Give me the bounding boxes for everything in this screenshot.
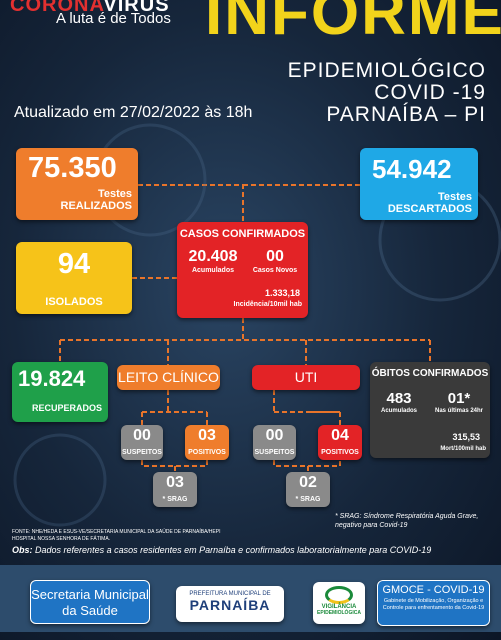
label: RECUPERADOS — [31, 403, 102, 413]
line: PARNAÍBA — [189, 597, 271, 613]
label: * SRAG — [295, 496, 321, 503]
obs: Obs: Dados referentes a casos residentes… — [12, 545, 431, 555]
icu-header: UTI — [252, 365, 360, 390]
obs-text: Dados referentes a casos residentes em P… — [35, 545, 432, 555]
subtitle-line: PARNAÍBA – PI — [326, 103, 486, 126]
label: Acumulados — [191, 267, 234, 274]
updated: Atualizado em 27/02/2022 às 18h — [14, 104, 253, 121]
ward-positive: 03 POSITIVOS — [185, 425, 229, 460]
label-line: Testes — [97, 188, 132, 200]
recovered-card: 19.824 RECUPERADOS — [12, 362, 108, 422]
logo: CORONAVIRUS — [10, 0, 170, 17]
value: 1.333,18 — [264, 288, 300, 298]
value: 00 — [265, 427, 284, 444]
label-line: DESCARTADOS — [387, 203, 472, 215]
label-line: REALIZADOS — [60, 200, 133, 212]
value: 03 — [198, 427, 216, 444]
label-line: Testes — [437, 191, 472, 203]
label: ISOLADOS — [45, 296, 103, 308]
obs-label: Obs: — [12, 545, 33, 555]
icu-positive: 04 POSITIVOS — [318, 425, 362, 460]
isolated-card: 94 ISOLADOS — [16, 242, 132, 314]
vigilancia-logo: VIGILÂNCIA EPIDEMIOLÓGICA — [313, 582, 365, 624]
ward-suspect: 00 SUSPEITOS — [121, 425, 163, 460]
ward-srag: 03 * SRAG — [153, 472, 197, 507]
line: GMOCE - COVID-19 — [382, 584, 485, 596]
heading: ÓBITOS CONFIRMADOS — [371, 368, 489, 379]
logo-part: CORONA — [10, 0, 104, 16]
subtitle-line: COVID -19 — [374, 81, 486, 104]
gmoce: GMOCE - COVID-19 Gabinete de Mobilização,… — [377, 580, 490, 626]
slogan: A luta é de Todos — [56, 10, 171, 27]
line: Gabinete de Mobilização, Organização e C… — [382, 598, 485, 611]
icu-srag: 02 * SRAG — [286, 472, 330, 507]
icu-suspect: 00 SUSPEITOS — [253, 425, 296, 460]
label: Acumulados — [380, 408, 417, 414]
value: 315,53 — [452, 432, 480, 442]
srag-note: * SRAG: Síndrome Respiratória Aguda Grav… — [335, 513, 479, 529]
prefeitura-logo: PREFEITURA MUNICIPAL DE PARNAÍBA — [176, 586, 284, 622]
logo-part: VIRUS — [103, 0, 170, 16]
label: Mort/100mil hab — [440, 446, 486, 452]
label: POSITIVOS — [321, 449, 359, 456]
value: 54.942 — [372, 154, 452, 184]
label: Nas últimas 24hr — [434, 408, 484, 414]
deaths-card: ÓBITOS CONFIRMADOS 483 Acumulados 01* Na… — [370, 362, 490, 458]
value: 01* — [447, 390, 471, 407]
value: 94 — [57, 248, 91, 280]
heading: CASOS CONFIRMADOS — [179, 228, 306, 240]
value: 02 — [299, 474, 317, 491]
label: Testes REALIZADOS — [61, 188, 133, 212]
line: EPIDEMIOLÓGICA — [317, 610, 361, 616]
value: 04 — [331, 427, 349, 444]
secretaria: Secretaria Municipal da Saúde — [30, 580, 150, 624]
subtitle-line: EPIDEMIOLÓGICO — [287, 59, 486, 82]
label: Testes DESCARTADOS — [388, 191, 472, 215]
label: POSITIVOS — [188, 449, 226, 456]
value: 483 — [386, 390, 412, 407]
tests-discarded-card: 54.942 Testes DESCARTADOS — [360, 148, 478, 220]
value: 19.824 — [18, 366, 86, 391]
value: 03 — [166, 474, 184, 491]
label: Incidência/10mil hab — [233, 301, 302, 308]
value: 00 — [266, 248, 284, 265]
confirmed-card: CASOS CONFIRMADOS 20.408 Acumulados 00 C… — [177, 222, 308, 318]
ward-header: LEITO CLÍNICO — [117, 365, 220, 390]
source: FONTE: NHE/HEDA E ESUS-VE/SECRETARIA MUN… — [12, 529, 221, 542]
label: * SRAG — [162, 496, 188, 503]
label: SUSPEITOS — [254, 449, 295, 456]
label: Casos Novos — [252, 267, 298, 274]
line: PREFEITURA MUNICIPAL DE — [189, 591, 271, 597]
value: 00 — [133, 427, 151, 444]
label: SUSPEITOS — [122, 449, 162, 456]
title: INFORME — [205, 0, 501, 48]
subtitle: EPIDEMIOLÓGICO COVID -19 PARNAÍBA – PI — [288, 60, 486, 126]
value: 20.408 — [188, 248, 238, 265]
tests-done-card: 75.350 Testes REALIZADOS — [16, 148, 138, 220]
logo-mark — [325, 586, 353, 604]
line: da Saúde — [62, 603, 118, 618]
line: VIGILÂNCIA — [321, 604, 357, 610]
line: Secretaria Municipal — [31, 587, 149, 602]
value: 75.350 — [28, 152, 117, 184]
